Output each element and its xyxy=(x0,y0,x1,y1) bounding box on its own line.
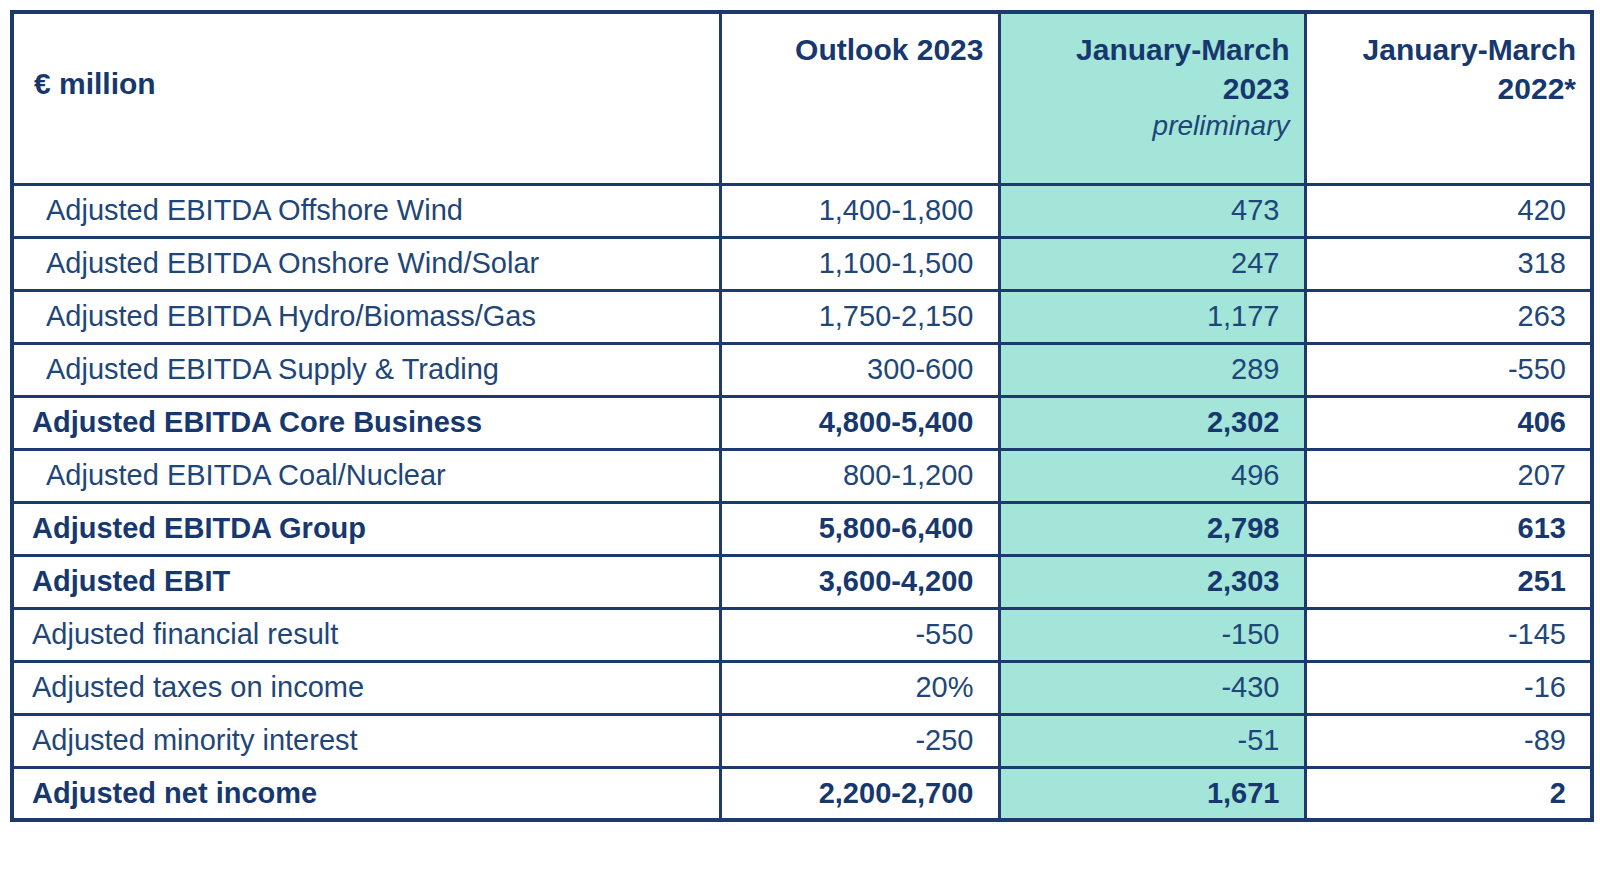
jan-mar-2023-value: 2,302 xyxy=(999,396,1305,449)
unit-header: € million xyxy=(12,12,720,184)
row-label: Adjusted EBITDA Offshore Wind xyxy=(12,184,720,237)
jan-mar-2022-header: January-March 2022* xyxy=(1305,12,1592,184)
table-row: Adjusted EBITDA Coal/Nuclear800-1,200496… xyxy=(12,449,1592,502)
page: € million Outlook 2023 January-March 202… xyxy=(0,0,1600,878)
unit-label: € million xyxy=(34,67,156,100)
jan-mar-2022-value: 420 xyxy=(1305,184,1592,237)
table-row: Adjusted EBIT3,600-4,2002,303251 xyxy=(12,555,1592,608)
jan-mar-2023-value: 2,798 xyxy=(999,502,1305,555)
jan-mar-2022-value: 318 xyxy=(1305,237,1592,290)
column-title: January-March 2022* xyxy=(1311,30,1577,108)
column-title: January-March 2023 xyxy=(1005,30,1290,108)
jan-mar-2022-value: 207 xyxy=(1305,449,1592,502)
jan-mar-2023-value: -150 xyxy=(999,608,1305,661)
jan-mar-2022-value: -16 xyxy=(1305,661,1592,714)
jan-mar-2022-value: 251 xyxy=(1305,555,1592,608)
table-header: € million Outlook 2023 January-March 202… xyxy=(12,12,1592,184)
jan-mar-2023-header: January-March 2023 preliminary xyxy=(999,12,1305,184)
row-label: Adjusted EBITDA Supply & Trading xyxy=(12,343,720,396)
jan-mar-2023-value: -51 xyxy=(999,714,1305,767)
table-row: Adjusted EBITDA Group5,800-6,4002,798613 xyxy=(12,502,1592,555)
jan-mar-2023-value: 496 xyxy=(999,449,1305,502)
outlook-2023-value: -550 xyxy=(720,608,999,661)
table-row: Adjusted EBITDA Core Business4,800-5,400… xyxy=(12,396,1592,449)
jan-mar-2023-value: 1,671 xyxy=(999,767,1305,820)
header-row: € million Outlook 2023 January-March 202… xyxy=(12,12,1592,184)
outlook-2023-value: 1,400-1,800 xyxy=(720,184,999,237)
jan-mar-2022-value: 263 xyxy=(1305,290,1592,343)
jan-mar-2022-value: -550 xyxy=(1305,343,1592,396)
row-label: Adjusted EBIT xyxy=(12,555,720,608)
row-label: Adjusted EBITDA Core Business xyxy=(12,396,720,449)
table-row: Adjusted minority interest-250-51-89 xyxy=(12,714,1592,767)
row-label: Adjusted EBITDA Coal/Nuclear xyxy=(12,449,720,502)
outlook-2023-value: 1,100-1,500 xyxy=(720,237,999,290)
jan-mar-2022-value: 2 xyxy=(1305,767,1592,820)
jan-mar-2023-value: 247 xyxy=(999,237,1305,290)
table-row: Adjusted EBITDA Onshore Wind/Solar1,100-… xyxy=(12,237,1592,290)
outlook-2023-value: 3,600-4,200 xyxy=(720,555,999,608)
outlook-2023-value: 800-1,200 xyxy=(720,449,999,502)
jan-mar-2022-value: -89 xyxy=(1305,714,1592,767)
jan-mar-2022-value: 613 xyxy=(1305,502,1592,555)
outlook-2023-value: 300-600 xyxy=(720,343,999,396)
row-label: Adjusted EBITDA Group xyxy=(12,502,720,555)
financial-outlook-table: € million Outlook 2023 January-March 202… xyxy=(10,10,1594,822)
outlook-2023-value: 4,800-5,400 xyxy=(720,396,999,449)
outlook-2023-value: 1,750-2,150 xyxy=(720,290,999,343)
jan-mar-2022-value: -145 xyxy=(1305,608,1592,661)
column-title: Outlook 2023 xyxy=(726,30,984,69)
jan-mar-2023-value: 289 xyxy=(999,343,1305,396)
preliminary-label: preliminary xyxy=(1005,108,1290,144)
outlook-2023-value: 20% xyxy=(720,661,999,714)
jan-mar-2023-value: 473 xyxy=(999,184,1305,237)
table-row: Adjusted net income2,200-2,7001,6712 xyxy=(12,767,1592,820)
outlook-2023-value: -250 xyxy=(720,714,999,767)
jan-mar-2023-value: -430 xyxy=(999,661,1305,714)
jan-mar-2023-value: 2,303 xyxy=(999,555,1305,608)
table-row: Adjusted EBITDA Hydro/Biomass/Gas1,750-2… xyxy=(12,290,1592,343)
table-row: Adjusted financial result-550-150-145 xyxy=(12,608,1592,661)
table-row: Adjusted EBITDA Offshore Wind1,400-1,800… xyxy=(12,184,1592,237)
outlook-2023-header: Outlook 2023 xyxy=(720,12,999,184)
table-row: Adjusted EBITDA Supply & Trading300-6002… xyxy=(12,343,1592,396)
outlook-2023-value: 2,200-2,700 xyxy=(720,767,999,820)
table-row: Adjusted taxes on income20%-430-16 xyxy=(12,661,1592,714)
row-label: Adjusted minority interest xyxy=(12,714,720,767)
row-label: Adjusted EBITDA Onshore Wind/Solar xyxy=(12,237,720,290)
row-label: Adjusted net income xyxy=(12,767,720,820)
outlook-2023-value: 5,800-6,400 xyxy=(720,502,999,555)
row-label: Adjusted taxes on income xyxy=(12,661,720,714)
table-body: Adjusted EBITDA Offshore Wind1,400-1,800… xyxy=(12,184,1592,820)
row-label: Adjusted EBITDA Hydro/Biomass/Gas xyxy=(12,290,720,343)
row-label: Adjusted financial result xyxy=(12,608,720,661)
jan-mar-2022-value: 406 xyxy=(1305,396,1592,449)
jan-mar-2023-value: 1,177 xyxy=(999,290,1305,343)
